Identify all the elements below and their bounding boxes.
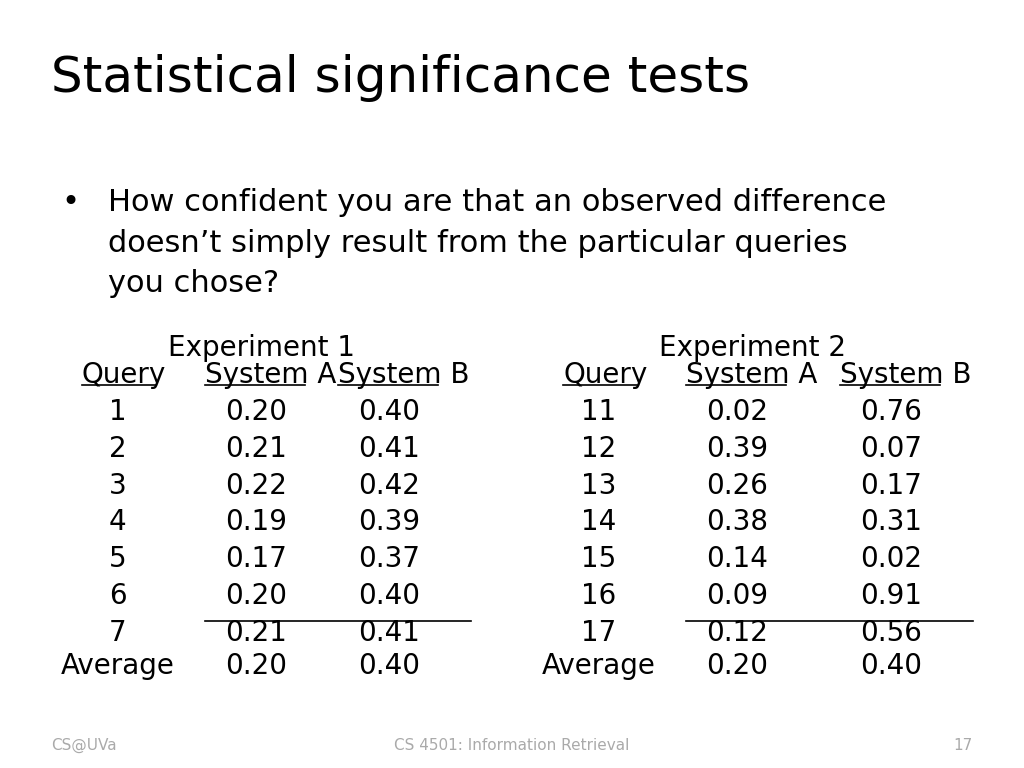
Text: 0.21: 0.21: [225, 619, 287, 647]
Text: CS 4501: Information Retrieval: CS 4501: Information Retrieval: [394, 737, 630, 753]
Text: 0.12: 0.12: [707, 619, 768, 647]
Text: 0.20: 0.20: [707, 652, 768, 680]
Text: 12: 12: [582, 435, 616, 462]
Text: 0.07: 0.07: [860, 435, 922, 462]
Text: 17: 17: [953, 737, 973, 753]
Text: System B: System B: [338, 361, 469, 389]
Text: System B: System B: [840, 361, 971, 389]
Text: 0.42: 0.42: [358, 472, 420, 499]
Text: 0.26: 0.26: [707, 472, 768, 499]
Text: CS@UVa: CS@UVa: [51, 737, 117, 753]
Text: 0.22: 0.22: [225, 472, 287, 499]
Text: Query: Query: [563, 361, 647, 389]
Text: 0.09: 0.09: [707, 582, 768, 610]
Text: 0.39: 0.39: [358, 508, 420, 536]
Text: How confident you are that an observed difference
doesn’t simply result from the: How confident you are that an observed d…: [108, 188, 886, 298]
Text: 0.41: 0.41: [358, 435, 420, 462]
Text: 0.91: 0.91: [860, 582, 922, 610]
Text: Average: Average: [542, 652, 656, 680]
Text: 0.41: 0.41: [358, 619, 420, 647]
Text: 0.17: 0.17: [225, 545, 287, 573]
Text: 14: 14: [582, 508, 616, 536]
Text: 0.40: 0.40: [358, 398, 420, 425]
Text: 0.76: 0.76: [860, 398, 922, 425]
Text: 0.02: 0.02: [860, 545, 922, 573]
Text: System A: System A: [686, 361, 817, 389]
Text: 11: 11: [582, 398, 616, 425]
Text: 6: 6: [109, 582, 127, 610]
Text: 0.31: 0.31: [860, 508, 922, 536]
Text: 0.39: 0.39: [707, 435, 768, 462]
Text: 13: 13: [582, 472, 616, 499]
Text: 0.14: 0.14: [707, 545, 768, 573]
Text: 5: 5: [109, 545, 127, 573]
Text: 0.02: 0.02: [707, 398, 768, 425]
Text: 0.37: 0.37: [358, 545, 420, 573]
Text: 1: 1: [109, 398, 127, 425]
Text: 0.20: 0.20: [225, 582, 287, 610]
Text: 0.40: 0.40: [358, 582, 420, 610]
Text: 4: 4: [109, 508, 127, 536]
Text: 16: 16: [582, 582, 616, 610]
Text: Average: Average: [60, 652, 175, 680]
Text: •: •: [61, 188, 80, 217]
Text: 0.40: 0.40: [358, 652, 420, 680]
Text: Experiment 2: Experiment 2: [659, 334, 846, 362]
Text: 0.19: 0.19: [225, 508, 287, 536]
Text: 0.56: 0.56: [860, 619, 922, 647]
Text: 0.17: 0.17: [860, 472, 922, 499]
Text: 7: 7: [109, 619, 127, 647]
Text: 0.20: 0.20: [225, 398, 287, 425]
Text: 3: 3: [109, 472, 127, 499]
Text: 17: 17: [582, 619, 616, 647]
Text: Statistical significance tests: Statistical significance tests: [51, 54, 751, 102]
Text: Experiment 1: Experiment 1: [168, 334, 354, 362]
Text: 15: 15: [582, 545, 616, 573]
Text: 2: 2: [109, 435, 127, 462]
Text: 0.38: 0.38: [707, 508, 768, 536]
Text: 0.40: 0.40: [860, 652, 922, 680]
Text: System A: System A: [205, 361, 336, 389]
Text: Query: Query: [82, 361, 166, 389]
Text: 0.21: 0.21: [225, 435, 287, 462]
Text: 0.20: 0.20: [225, 652, 287, 680]
